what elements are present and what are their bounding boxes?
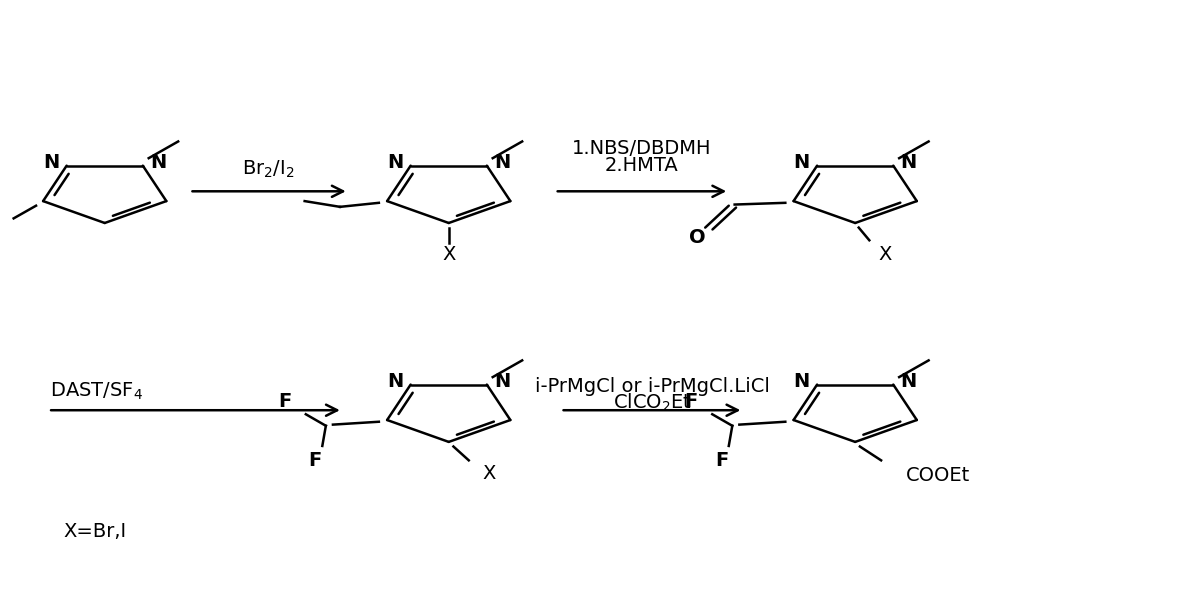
Text: X=Br,I: X=Br,I — [63, 522, 126, 540]
Text: X: X — [442, 245, 455, 264]
Text: F: F — [278, 392, 291, 411]
Text: DAST/SF$_4$: DAST/SF$_4$ — [50, 381, 143, 402]
Text: N: N — [493, 153, 510, 172]
Text: N: N — [150, 153, 166, 172]
Text: N: N — [493, 372, 510, 391]
Text: 1.NBS/DBDMH: 1.NBS/DBDMH — [572, 139, 712, 158]
Text: N: N — [387, 372, 403, 391]
Text: COOEt: COOEt — [906, 466, 970, 485]
Text: X: X — [482, 464, 496, 483]
Text: i-PrMgCl or i-PrMgCl.LiCl: i-PrMgCl or i-PrMgCl.LiCl — [535, 376, 770, 395]
Text: O: O — [689, 228, 706, 247]
Text: F: F — [715, 451, 728, 470]
Text: X: X — [879, 245, 892, 264]
Text: N: N — [794, 153, 809, 172]
Text: F: F — [684, 392, 697, 411]
Text: N: N — [387, 153, 403, 172]
Text: ClCO$_2$Et: ClCO$_2$Et — [613, 392, 693, 414]
Text: F: F — [309, 451, 322, 470]
Text: 2.HMTA: 2.HMTA — [606, 156, 678, 175]
Text: N: N — [900, 372, 917, 391]
Text: N: N — [900, 153, 917, 172]
Text: Br$_2$/I$_2$: Br$_2$/I$_2$ — [242, 159, 294, 180]
Text: N: N — [794, 372, 809, 391]
Text: N: N — [43, 153, 60, 172]
